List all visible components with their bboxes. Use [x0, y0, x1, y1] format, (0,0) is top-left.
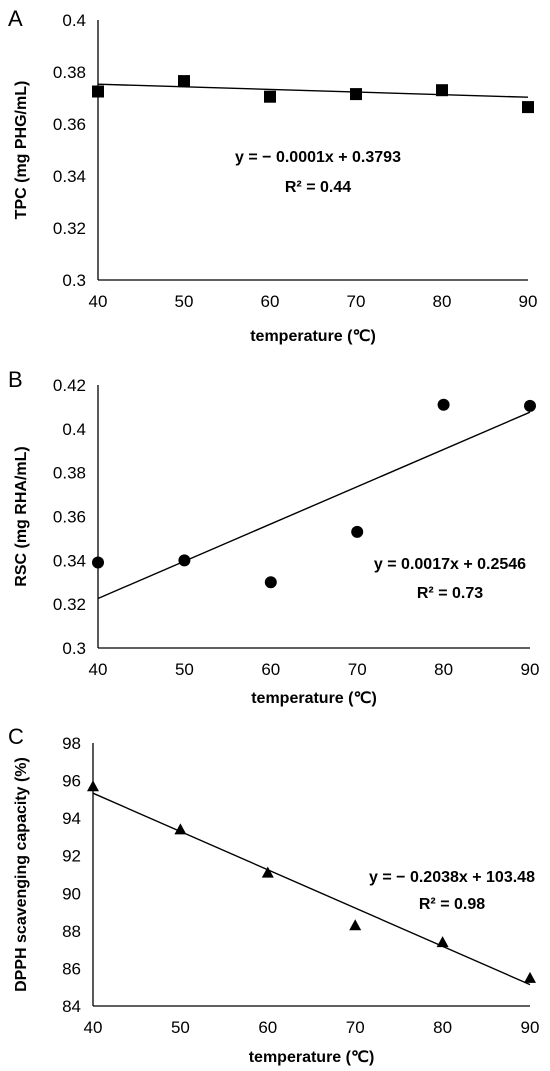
chart-a-y-tick-label: 0.34 [53, 167, 86, 186]
chart-c-x-tick-label: 70 [346, 1018, 365, 1037]
chart-b-r-squared: R² = 0.73 [417, 585, 483, 602]
chart-a-x-tick-label: 80 [433, 292, 452, 311]
chart-b-y-tick-label: 0.32 [53, 595, 86, 614]
chart-b-x-tick-label: 40 [89, 660, 108, 679]
chart-a-y-axis-title: TPC (mg PHG/mL) [13, 81, 30, 220]
chart-c-y-tick-label: 90 [62, 884, 81, 903]
chart-c-data-point [524, 971, 536, 983]
chart-a-panel-label: A [8, 6, 23, 31]
chart-a-y-tick-label: 0.4 [62, 11, 86, 30]
chart-c-trend-equation: y = − 0.2038x + 103.48 [369, 869, 535, 886]
chart-panel-c: C 84 86 88 90 92 94 96 98 40 50 60 70 80 90 temperature… [0, 714, 550, 1071]
chart-c-x-tick-label: 90 [521, 1018, 540, 1037]
chart-b-data-point [351, 525, 364, 538]
chart-c-y-tick-label: 86 [62, 959, 81, 978]
chart-b-x-tick-label: 70 [348, 660, 367, 679]
chart-a-data-point [436, 84, 448, 97]
chart-c-x-axis-title: temperature (℃) [249, 1049, 375, 1066]
chart-b-x-tick-label: 50 [175, 660, 194, 679]
chart-b-data-point [524, 399, 536, 412]
chart-a-data-point [350, 88, 362, 101]
chart-a-svg: A 0.3 0.32 0.34 0.36 0.38 0.4 40 50 60 70 80 90 tempe… [8, 6, 538, 345]
chart-a-x-tick-label: 90 [519, 292, 538, 311]
chart-c-x-tick-label: 60 [258, 1018, 277, 1037]
chart-b-y-tick-label: 0.3 [62, 639, 86, 658]
chart-a-x-axis-title: temperature (℃) [250, 328, 376, 345]
chart-a-data-point [178, 75, 190, 88]
chart-b-y-tick-label: 0.4 [62, 420, 86, 439]
chart-b-data-point [437, 398, 450, 411]
chart-b-y-tick-label: 0.42 [53, 376, 86, 395]
chart-b-x-tick-label: 80 [434, 660, 453, 679]
chart-c-x-tick-label: 50 [171, 1018, 190, 1037]
chart-a-y-tick-label: 0.36 [53, 115, 86, 134]
chart-c-data-point [174, 823, 187, 835]
chart-b-svg: B 0.3 0.32 0.34 0.36 0.38 0.4 0.42 40 50 60 70 80 90 t… [8, 367, 540, 707]
chart-b-trendline [97, 411, 531, 600]
chart-c-y-tick-label: 98 [62, 734, 81, 753]
chart-b-y-tick-label: 0.36 [53, 508, 86, 527]
chart-c-y-tick-label: 94 [62, 809, 81, 828]
chart-c-y-tick-label: 96 [62, 772, 81, 791]
chart-c-data-point [436, 936, 449, 948]
chart-b-y-axis-title: RSC (mg RHA/mL) [13, 446, 30, 586]
chart-a-x-tick-label: 70 [347, 292, 366, 311]
chart-a-y-tick-label: 0.3 [62, 271, 86, 290]
chart-c-x-tick-label: 80 [433, 1018, 452, 1037]
chart-b-y-tick-label: 0.38 [53, 464, 86, 483]
chart-a-x-tick-label: 50 [175, 292, 194, 311]
chart-b-data-point [92, 556, 104, 569]
chart-c-svg: C 84 86 88 90 92 94 96 98 40 50 60 70 80 90 temperature… [8, 724, 540, 1066]
chart-a-trend-equation: y = − 0.0001x + 0.3793 [235, 149, 401, 166]
chart-b-x-axis-title: temperature (℃) [251, 690, 377, 707]
chart-b-panel-label: B [8, 367, 23, 392]
chart-a-x-tick-label: 40 [89, 292, 108, 311]
chart-c-x-tick-label: 40 [84, 1018, 103, 1037]
chart-panel-a: A 0.3 0.32 0.34 0.36 0.38 0.4 40 50 60 70 80 90 tempe… [0, 0, 550, 357]
chart-panel-b: B 0.3 0.32 0.34 0.36 0.38 0.4 0.42 40 50 60 70 80 90 t… [0, 357, 550, 714]
chart-b-y-tick-label: 0.34 [53, 551, 86, 570]
chart-b-x-tick-label: 60 [261, 660, 280, 679]
chart-a-x-tick-label: 60 [261, 292, 280, 311]
chart-c-data-point [261, 866, 274, 878]
chart-a-data-point [522, 101, 534, 114]
chart-c-data-point [87, 780, 99, 792]
chart-a-trendline [97, 83, 529, 98]
chart-a-y-tick-label: 0.32 [53, 219, 86, 238]
chart-c-y-tick-label: 84 [62, 997, 81, 1016]
chart-c-trendline [92, 792, 531, 986]
chart-b-trend-equation: y = 0.0017x + 0.2546 [374, 556, 526, 573]
chart-c-y-tick-label: 88 [62, 922, 81, 941]
chart-b-data-point [264, 576, 277, 589]
chart-c-y-axis-title: DPPH scavenging capacity (%) [13, 757, 30, 992]
chart-a-data-point [92, 85, 104, 98]
chart-c-data-point [349, 919, 362, 931]
chart-b-x-tick-label: 90 [521, 660, 540, 679]
chart-a-r-squared: R² = 0.44 [285, 179, 351, 196]
chart-b-data-point [178, 554, 191, 567]
chart-c-r-squared: R² = 0.98 [419, 896, 485, 913]
chart-a-y-tick-label: 0.38 [53, 63, 86, 82]
chart-c-y-tick-label: 92 [62, 847, 81, 866]
chart-c-panel-label: C [8, 724, 24, 749]
chart-a-data-point [264, 90, 276, 103]
